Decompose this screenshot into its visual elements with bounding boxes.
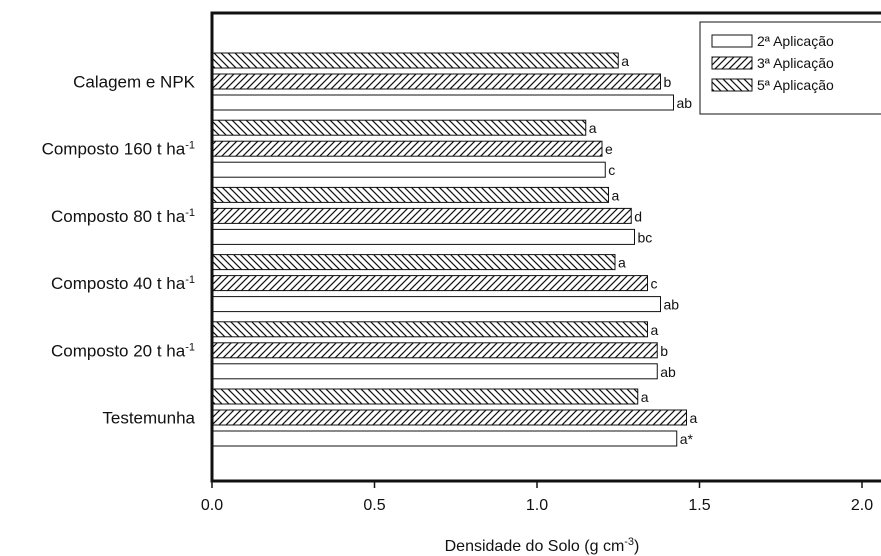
bar-composto-160-t-ha-series-3 — [211, 161, 606, 178]
bar-label-composto-160-t-ha-series-3: c — [608, 162, 615, 178]
bar-label-testemunha-series-1: a — [641, 389, 649, 405]
legend-swatch-3-aplica-o — [711, 56, 753, 70]
bar-composto-80-t-ha-series-1 — [211, 186, 609, 203]
plot-frame — [210, 11, 881, 483]
bar-calagem-e-npk-series-1 — [211, 52, 619, 69]
category-label-composto-160-t-ha: Composto 160 t ha-1 — [42, 140, 195, 159]
bar-label-testemunha-series-3: a* — [680, 431, 694, 447]
bar-testemunha-series-1 — [211, 388, 639, 405]
bar-testemunha-series-3 — [211, 430, 678, 447]
bar-composto-20-t-ha-series-3 — [211, 363, 658, 380]
bars-layer — [211, 52, 687, 447]
x-axis-ticks: 0.0 0.5 1.0 1.5 2.0 — [201, 481, 873, 514]
bar-composto-40-t-ha-series-2 — [211, 275, 648, 292]
legend-label-2-aplica-o: 2ª Aplicação — [757, 33, 834, 49]
bar-composto-40-t-ha-series-3 — [211, 296, 661, 313]
category-label-calagem-e-npk: Calagem e NPK — [73, 73, 196, 92]
bar-composto-160-t-ha-series-2 — [211, 140, 603, 157]
legend-label-3-aplica-o: 3ª Aplicação — [757, 55, 834, 71]
bar-composto-80-t-ha-series-2 — [211, 207, 632, 224]
bar-composto-40-t-ha-series-1 — [211, 254, 616, 271]
bar-label-calagem-e-npk-series-1: a — [621, 53, 629, 69]
category-label-composto-80-t-ha: Composto 80 t ha-1 — [51, 207, 195, 226]
bar-label-composto-40-t-ha-series-1: a — [618, 255, 626, 271]
bar-label-calagem-e-npk-series-3: ab — [677, 95, 693, 111]
category-labels: Calagem e NPK Composto 160 t ha-1 Composto… — [42, 73, 196, 428]
bar-composto-160-t-ha-series-1 — [211, 119, 587, 136]
category-label-testemunha: Testemunha — [102, 409, 195, 428]
bar-label-calagem-e-npk-series-2: b — [664, 74, 672, 90]
x-tick-label-0-5: 0.5 — [363, 497, 385, 514]
legend-label-5-aplica-o: 5ª Aplicação — [757, 77, 834, 93]
x-tick-label-2-0: 2.0 — [851, 497, 873, 514]
bar-label-composto-40-t-ha-series-3: ab — [664, 297, 680, 313]
legend-items: 2ª Aplicação 3ª Aplicação 5ª Aplicação — [711, 33, 834, 93]
bar-calagem-e-npk-series-2 — [211, 73, 661, 90]
bar-label-composto-80-t-ha-series-3: bc — [638, 229, 653, 245]
bar-composto-80-t-ha-series-3 — [211, 228, 635, 245]
category-label-composto-40-t-ha: Composto 40 t ha-1 — [51, 274, 195, 293]
bar-label-composto-160-t-ha-series-2: e — [605, 141, 613, 157]
bar-label-composto-40-t-ha-series-2: c — [651, 276, 658, 292]
category-label-composto-20-t-ha: Composto 20 t ha-1 — [51, 341, 195, 360]
bar-composto-20-t-ha-series-2 — [211, 342, 658, 359]
bar-testemunha-series-2 — [211, 409, 687, 426]
bar-label-composto-160-t-ha-series-1: a — [589, 120, 597, 136]
bar-label-testemunha-series-2: a — [690, 410, 698, 426]
bar-composto-20-t-ha-series-1 — [211, 321, 648, 338]
legend: 2ª Aplicação 3ª Aplicação 5ª Aplicação — [699, 21, 881, 115]
bar-label-composto-20-t-ha-series-1: a — [651, 322, 659, 338]
x-axis-title: Densidade do Solo (g cm-3) — [445, 536, 640, 555]
bar-label-composto-20-t-ha-series-2: b — [660, 343, 668, 359]
bar-label-composto-80-t-ha-series-2: d — [634, 208, 642, 224]
bar-label-composto-20-t-ha-series-3: ab — [660, 364, 676, 380]
legend-swatch-2-aplica-o — [711, 34, 753, 48]
legend-swatch-5-aplica-o — [711, 78, 753, 92]
x-tick-label-1-5: 1.5 — [688, 497, 710, 514]
bar-label-composto-80-t-ha-series-1: a — [612, 187, 620, 203]
bar-calagem-e-npk-series-3 — [211, 94, 674, 111]
x-tick-label-1-0: 1.0 — [526, 497, 548, 514]
x-tick-label-0-0: 0.0 — [201, 497, 223, 514]
